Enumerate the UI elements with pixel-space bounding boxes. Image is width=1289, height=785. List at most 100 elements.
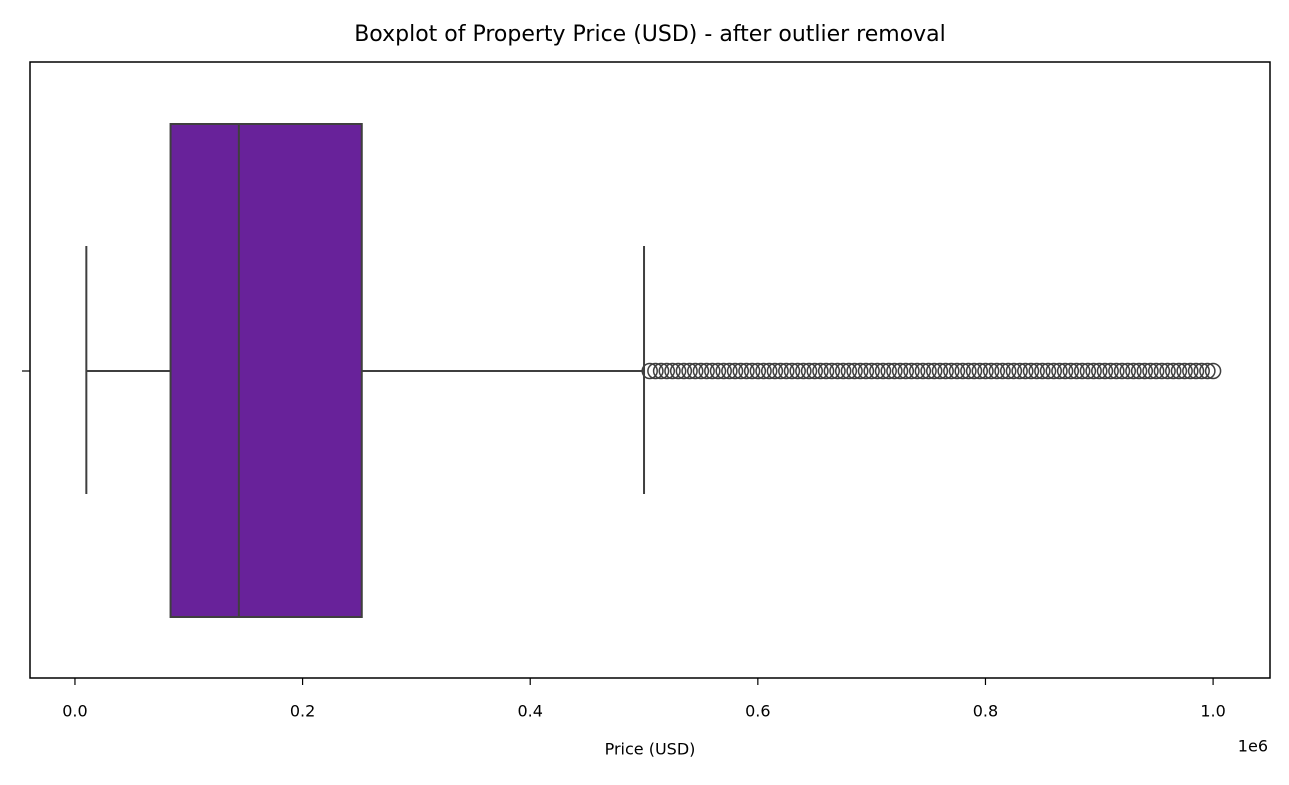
outlier: [789, 362, 806, 380]
outlier: [675, 362, 693, 380]
chart-title: Boxplot of Property Price (USD) - after …: [354, 22, 946, 47]
x-offset-label: 1e6: [1238, 737, 1268, 756]
outlier: [1102, 362, 1119, 380]
outlier: [738, 362, 755, 380]
outlier: [1017, 362, 1034, 380]
outlier: [1096, 362, 1114, 380]
outlier: [943, 362, 960, 380]
outlier: [994, 362, 1011, 380]
outlier: [664, 362, 681, 380]
outlier: [869, 362, 886, 380]
outlier: [1142, 362, 1159, 380]
outlier: [726, 362, 744, 380]
outlier: [1119, 362, 1136, 380]
outlier: [1153, 362, 1171, 380]
outlier: [971, 362, 989, 380]
outlier: [960, 362, 977, 380]
outlier: [749, 362, 767, 380]
outlier: [652, 362, 670, 380]
outlier: [977, 362, 994, 380]
outlier: [669, 362, 687, 380]
outlier: [880, 362, 897, 380]
outlier: [1028, 362, 1045, 380]
outlier: [999, 362, 1017, 380]
outlier: [704, 362, 721, 380]
outlier: [658, 362, 676, 380]
outlier: [709, 362, 727, 380]
outlier: [641, 362, 658, 380]
x-tick-label: 1.0: [1200, 702, 1225, 721]
outlier: [988, 362, 1006, 380]
outlier: [965, 362, 983, 380]
outlier: [760, 362, 778, 380]
outlier: [1147, 362, 1165, 380]
x-tick-label: 0.2: [290, 702, 315, 721]
outlier: [925, 362, 943, 380]
outlier: [1159, 362, 1176, 380]
outlier: [1051, 362, 1068, 380]
outlier: [1170, 362, 1188, 380]
outlier: [903, 362, 920, 380]
outlier: [1085, 362, 1102, 380]
x-axis-label: Price (USD): [605, 740, 696, 759]
outlier: [766, 362, 784, 380]
outlier: [1182, 362, 1199, 380]
outlier: [732, 362, 750, 380]
outlier: [1056, 362, 1074, 380]
outlier: [1130, 362, 1148, 380]
outlier: [897, 362, 915, 380]
outlier: [1125, 362, 1142, 380]
outlier: [1079, 362, 1097, 380]
outlier: [954, 362, 971, 380]
outlier: [834, 362, 852, 380]
outlier: [846, 362, 863, 380]
outlier: [795, 362, 812, 380]
outlier: [1193, 362, 1210, 380]
outlier: [840, 362, 858, 380]
outlier: [829, 362, 846, 380]
outlier: [937, 362, 954, 380]
outlier: [1187, 362, 1205, 380]
outlier: [1068, 362, 1085, 380]
outlier: [1045, 362, 1063, 380]
outlier: [800, 362, 818, 380]
outlier: [931, 362, 949, 380]
outlier: [886, 362, 903, 380]
outlier: [715, 362, 732, 380]
outlier: [874, 362, 892, 380]
x-tick-label: 0.0: [62, 702, 87, 721]
outlier: [692, 362, 710, 380]
outlier: [1062, 362, 1080, 380]
outlier: [1176, 362, 1193, 380]
outlier: [1113, 362, 1131, 380]
outlier: [920, 362, 937, 380]
outlier: [778, 362, 795, 380]
x-tick-label: 0.4: [517, 702, 542, 721]
outlier: [647, 362, 664, 380]
outlier: [1091, 362, 1108, 380]
outlier: [857, 362, 875, 380]
outlier: [817, 362, 835, 380]
outlier: [1108, 362, 1125, 380]
outlier: [1073, 362, 1091, 380]
outlier: [1011, 362, 1028, 380]
outlier: [772, 362, 789, 380]
outlier: [1034, 362, 1051, 380]
outlier: [812, 362, 829, 380]
outlier: [1199, 362, 1216, 380]
outlier: [914, 362, 932, 380]
outlier: [806, 362, 823, 380]
outlier: [755, 362, 772, 380]
outlier: [698, 362, 715, 380]
outlier: [743, 362, 761, 380]
outlier: [1005, 362, 1023, 380]
outlier: [1136, 362, 1154, 380]
x-tick-label: 0.6: [745, 702, 770, 721]
outlier: [982, 362, 1000, 380]
outlier: [1022, 362, 1040, 380]
outlier: [783, 362, 801, 380]
outlier: [1165, 362, 1182, 380]
outlier: [891, 362, 909, 380]
x-tick-label: 0.8: [973, 702, 998, 721]
